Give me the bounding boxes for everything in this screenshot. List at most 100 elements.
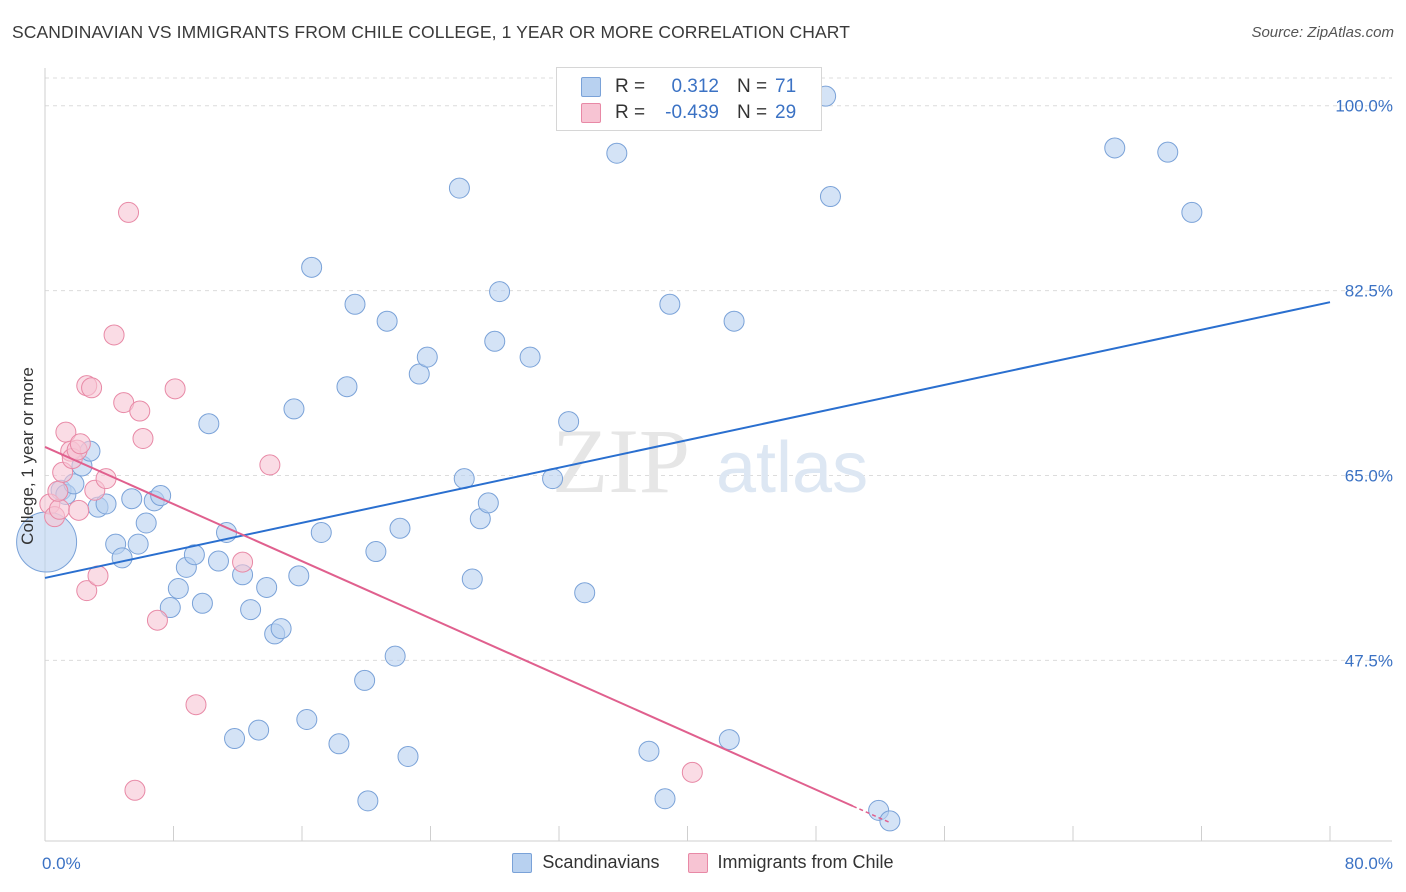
legend-label: Immigrants from Chile bbox=[717, 852, 894, 872]
y-tick-label: 82.5% bbox=[1345, 282, 1393, 301]
scandinavian-point bbox=[489, 281, 511, 303]
scandinavian-point bbox=[389, 517, 411, 539]
scandinavian-trend-line bbox=[44, 301, 1331, 579]
scandinavian-point bbox=[416, 346, 438, 368]
y-tick-label: 65.0% bbox=[1345, 466, 1393, 485]
scandinavian-point bbox=[654, 788, 676, 810]
scandinavian-point bbox=[344, 293, 366, 315]
scandinavian-point bbox=[448, 177, 470, 199]
scandinavian-point bbox=[288, 565, 310, 587]
chile-point bbox=[47, 480, 69, 502]
trend-lines bbox=[44, 301, 1331, 824]
legend-swatch-blue bbox=[512, 852, 533, 873]
legend-r-value: 0.312 bbox=[671, 76, 719, 97]
chile-point bbox=[68, 499, 90, 521]
scandinavian-point bbox=[354, 669, 376, 691]
scandinavian-point bbox=[357, 790, 379, 812]
x-tick-label: 0.0% bbox=[42, 854, 81, 873]
legend-swatch-blue bbox=[581, 77, 601, 97]
scandinavian-point bbox=[167, 578, 189, 600]
scandinavian-point bbox=[574, 582, 596, 604]
scandinavian-point bbox=[283, 398, 305, 420]
chile-point bbox=[103, 324, 125, 346]
legend-n-label: N = bbox=[737, 76, 768, 97]
scandinavian-point bbox=[484, 330, 506, 352]
scandinavian-point bbox=[461, 568, 483, 590]
scandinavian-point bbox=[328, 733, 350, 755]
chile-point bbox=[129, 400, 151, 422]
scandinavian-point bbox=[638, 740, 660, 762]
chile-point bbox=[81, 377, 103, 399]
y-tick-label: 100.0% bbox=[1335, 97, 1393, 116]
scandinavian-point bbox=[1181, 201, 1203, 223]
chile-trend-line bbox=[44, 446, 854, 808]
legend-row-chile: R = -0.439 N = 29 bbox=[581, 100, 796, 126]
scandinavian-point bbox=[477, 492, 499, 514]
scandinavian-point bbox=[819, 186, 841, 208]
scandinavian-point bbox=[296, 709, 318, 731]
chile-point bbox=[118, 201, 140, 223]
legend-swatch-pink bbox=[687, 852, 708, 873]
legend-swatch-pink bbox=[581, 103, 601, 123]
legend-r-label: R = bbox=[615, 76, 646, 97]
x-tick-label: 80.0% bbox=[1345, 854, 1393, 873]
scandinavian-point bbox=[95, 493, 117, 515]
data-points bbox=[16, 85, 1203, 832]
chile-point bbox=[124, 779, 146, 801]
legend-n-value: 71 bbox=[775, 76, 797, 97]
scandinavian-point bbox=[606, 142, 628, 164]
scandinavian-point bbox=[376, 310, 398, 332]
scandinavian-point bbox=[240, 599, 262, 621]
scandinavian-point bbox=[384, 645, 406, 667]
chile-point bbox=[232, 551, 254, 573]
scandinavian-point bbox=[159, 597, 181, 619]
series-legend: Scandinavians Immigrants from Chile bbox=[0, 852, 1406, 873]
legend-r-label: R = bbox=[615, 102, 646, 123]
scandinavian-point bbox=[207, 550, 229, 572]
legend-item-chile[interactable]: Immigrants from Chile bbox=[687, 852, 894, 873]
scandinavian-point bbox=[135, 512, 157, 534]
scandinavian-point bbox=[183, 544, 205, 566]
scandinavian-point bbox=[301, 256, 323, 278]
tick-labels: 47.5% 65.0% 82.5% 100.0% 0.0% 80.0% bbox=[42, 97, 1393, 873]
y-tick-label: 47.5% bbox=[1345, 651, 1393, 670]
chile-point bbox=[164, 378, 186, 400]
legend-n-label: N = bbox=[737, 102, 768, 123]
source-label: Source: ZipAtlas.com bbox=[1251, 24, 1394, 41]
legend-item-scandinavians[interactable]: Scandinavians bbox=[512, 852, 660, 873]
legend-label: Scandinavians bbox=[542, 852, 660, 872]
scandinavian-point bbox=[558, 411, 580, 433]
y-axis-label: College, 1 year or more bbox=[18, 367, 37, 545]
scandinavian-point bbox=[336, 376, 358, 398]
scandinavian-point bbox=[256, 576, 278, 598]
chile-point bbox=[132, 427, 154, 449]
scandinavian-point bbox=[191, 592, 213, 614]
scandinavian-point bbox=[718, 729, 740, 751]
scandinavian-point bbox=[270, 618, 292, 640]
scandinavian-point bbox=[879, 810, 901, 832]
scandinavian-point bbox=[723, 310, 745, 332]
axes bbox=[44, 68, 1392, 842]
chile-point bbox=[146, 609, 168, 631]
scandinavian-point bbox=[365, 541, 387, 563]
scandinavian-point bbox=[121, 488, 143, 510]
chart-title: SCANDINAVIAN VS IMMIGRANTS FROM CHILE CO… bbox=[12, 22, 850, 42]
chile-point bbox=[681, 761, 703, 783]
scandinavian-point bbox=[542, 468, 564, 490]
chile-point bbox=[69, 433, 91, 455]
scandinavian-point bbox=[111, 547, 133, 569]
legend-row-scandinavians: R = 0.312 N = 71 bbox=[581, 74, 796, 100]
watermark-atlas: atlas bbox=[716, 428, 868, 508]
chile-point bbox=[259, 454, 281, 476]
chile-point bbox=[48, 498, 70, 520]
scandinavian-point bbox=[1104, 137, 1126, 159]
scandinavian-point bbox=[1157, 141, 1179, 163]
scandinavian-point bbox=[127, 533, 149, 555]
scandinavian-point bbox=[659, 293, 681, 315]
scandinavian-point bbox=[397, 745, 419, 767]
correlation-legend: R = 0.312 N = 71 R = -0.439 N = 29 bbox=[556, 67, 822, 131]
legend-n-value: 29 bbox=[775, 102, 797, 123]
scandinavian-point bbox=[310, 522, 332, 544]
legend-r-value: -0.439 bbox=[665, 102, 719, 123]
scandinavian-point bbox=[224, 728, 246, 750]
